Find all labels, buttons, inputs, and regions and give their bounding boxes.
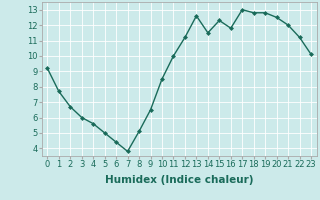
X-axis label: Humidex (Indice chaleur): Humidex (Indice chaleur) xyxy=(105,175,253,185)
